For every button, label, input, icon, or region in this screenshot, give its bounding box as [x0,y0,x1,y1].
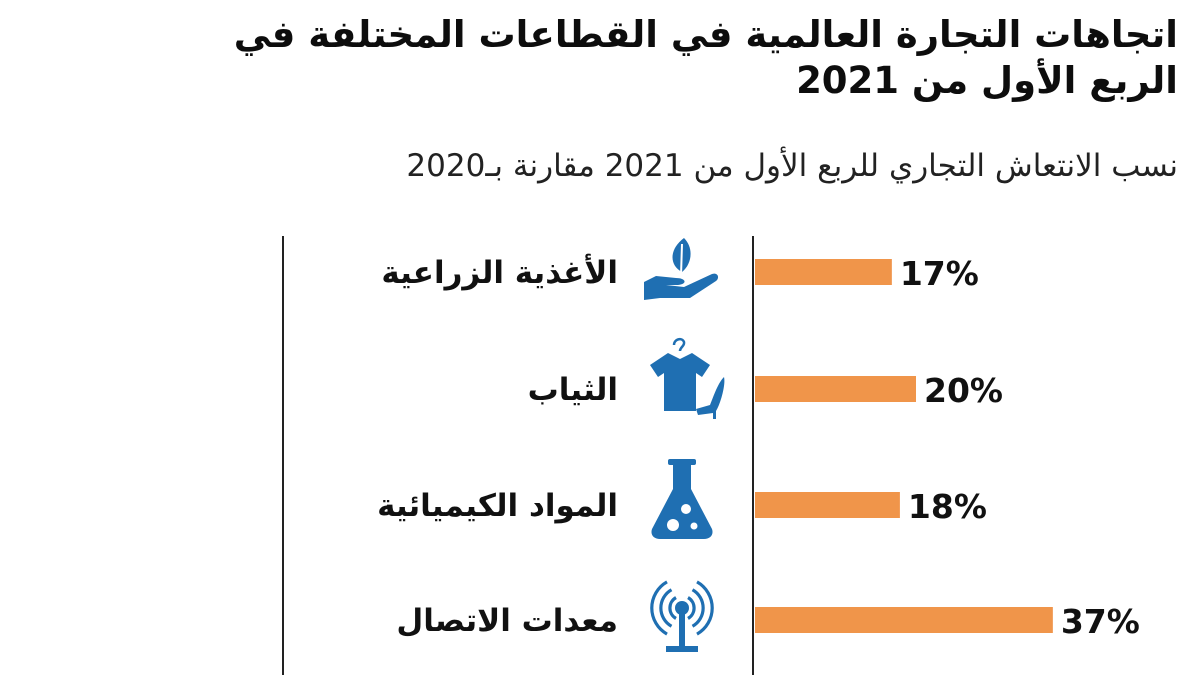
plant-in-hand-icon [644,238,719,300]
bar [755,607,1053,633]
category-label: الثياب [528,372,618,408]
flask-icon [651,459,713,539]
bar [755,492,900,518]
shirt-and-heel-icon [650,337,725,419]
category-label: المواد الكيميائية [377,488,618,524]
value-label: 20% [924,371,1003,410]
chart-subtitle: نسب الانتعاش التجاري للربع الأول من 2021… [406,148,1178,184]
antenna-icon [650,580,714,652]
value-label: 17% [900,254,979,293]
category-label: معدات الاتصال [396,603,618,639]
value-label: 37% [1061,602,1140,641]
value-label: 18% [908,487,987,526]
chart-title: اتجاهات التجارة العالمية في القطاعات الم… [233,13,1178,102]
category-label: الأغذية الزراعية [381,253,618,291]
bar [755,259,892,285]
bar [755,376,916,402]
